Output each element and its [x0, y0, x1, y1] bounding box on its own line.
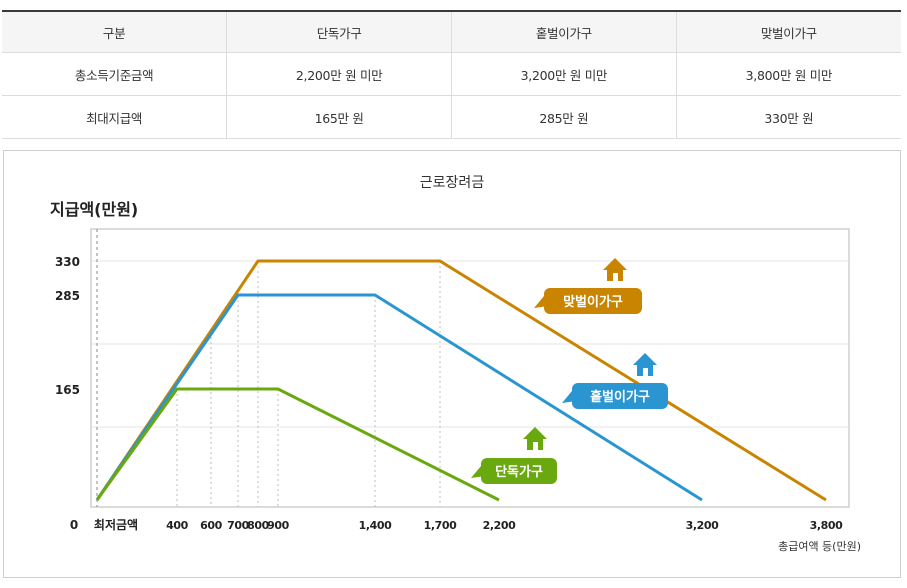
row-label: 최대지급액 — [2, 95, 228, 139]
x-axis-label: 총급여액 등(만원) — [778, 540, 861, 553]
table-cell: 2,200만 원 미만 — [226, 52, 452, 96]
x-tick-label: 600 — [200, 519, 223, 532]
y-tick-label: 165 — [55, 383, 80, 397]
header-single-earner: 홑벌이가구 — [451, 10, 677, 53]
series-line — [95, 259, 827, 502]
chart-title: 근로장려금 — [420, 175, 485, 191]
badge-bg — [572, 383, 668, 409]
series-line — [95, 387, 500, 502]
x-tick-label: 3,800 — [810, 519, 844, 532]
badge-pointer — [471, 466, 485, 478]
house-icon — [603, 258, 627, 281]
badge-pointer — [562, 391, 576, 403]
table-row: 최대지급액 165만 원 285만 원 330만 원 — [2, 95, 901, 139]
house-door — [613, 273, 618, 281]
badge-bg — [544, 288, 642, 314]
table-cell: 285만 원 — [451, 95, 677, 139]
x-tick-label: 700 — [227, 519, 250, 532]
x-tick-label: 1,400 — [359, 519, 393, 532]
x-tick-label: 400 — [166, 519, 189, 532]
series-label: 단독가구 — [495, 464, 543, 480]
house-roof — [633, 353, 657, 365]
header-single: 단독가구 — [226, 10, 452, 53]
y-tick-label: 330 — [55, 255, 80, 269]
table-cell: 165만 원 — [226, 95, 452, 139]
y-axis-label: 지급액(만원) — [50, 200, 138, 219]
series-label: 맞벌이가구 — [563, 294, 623, 310]
series-label-badge: 단독가구 — [471, 427, 557, 484]
plot-area — [90, 228, 850, 508]
row-label: 총소득기준금액 — [2, 52, 228, 96]
house-roof — [603, 258, 627, 270]
chart-container: 근로장려금 지급액(만원) 165 285 330 0 최저금액 400 600 700 800… — [3, 150, 901, 578]
table-header-row: 구분 단독가구 홑벌이가구 맞벌이가구 — [2, 10, 901, 53]
table-row: 총소득기준금액 2,200만 원 미만 3,200만 원 미만 3,800만 원… — [2, 52, 901, 96]
series-label: 홑벌이가구 — [590, 389, 650, 405]
house-door — [533, 442, 538, 450]
series-label-badge: 맞벌이가구 — [534, 258, 642, 314]
table-cell: 330만 원 — [676, 95, 901, 139]
house-door — [643, 368, 648, 376]
y-tick-label: 285 — [55, 289, 80, 303]
benefit-chart: 근로장려금 지급액(만원) 165 285 330 0 최저금액 400 600 700800… — [50, 175, 861, 553]
header-category: 구분 — [2, 10, 228, 53]
x-tick-label: 1,700 — [424, 519, 458, 532]
benefit-table: 구분 단독가구 홑벌이가구 맞벌이가구 총소득기준금액 2,200만 원 미만 … — [2, 10, 901, 139]
badge-bg — [481, 458, 557, 484]
series-label-badge: 홑벌이가구 — [562, 353, 668, 409]
house-roof — [523, 427, 547, 439]
x-tick-label: 최저금액 — [94, 517, 138, 532]
header-dual-earner: 맞벌이가구 — [676, 10, 901, 53]
table-cell: 3,800만 원 미만 — [676, 52, 901, 96]
series-line — [95, 293, 703, 502]
x-tick-label: 3,200 — [686, 519, 720, 532]
x-tick-label: 2,200 — [483, 519, 517, 532]
x-tick-label: 800 — [247, 519, 270, 532]
badge-pointer — [534, 296, 548, 308]
house-icon — [633, 353, 657, 376]
table-cell: 3,200만 원 미만 — [451, 52, 677, 96]
x-tick-label: 0 — [70, 518, 78, 532]
x-tick-label: 900 — [267, 519, 290, 532]
house-icon — [523, 427, 547, 450]
